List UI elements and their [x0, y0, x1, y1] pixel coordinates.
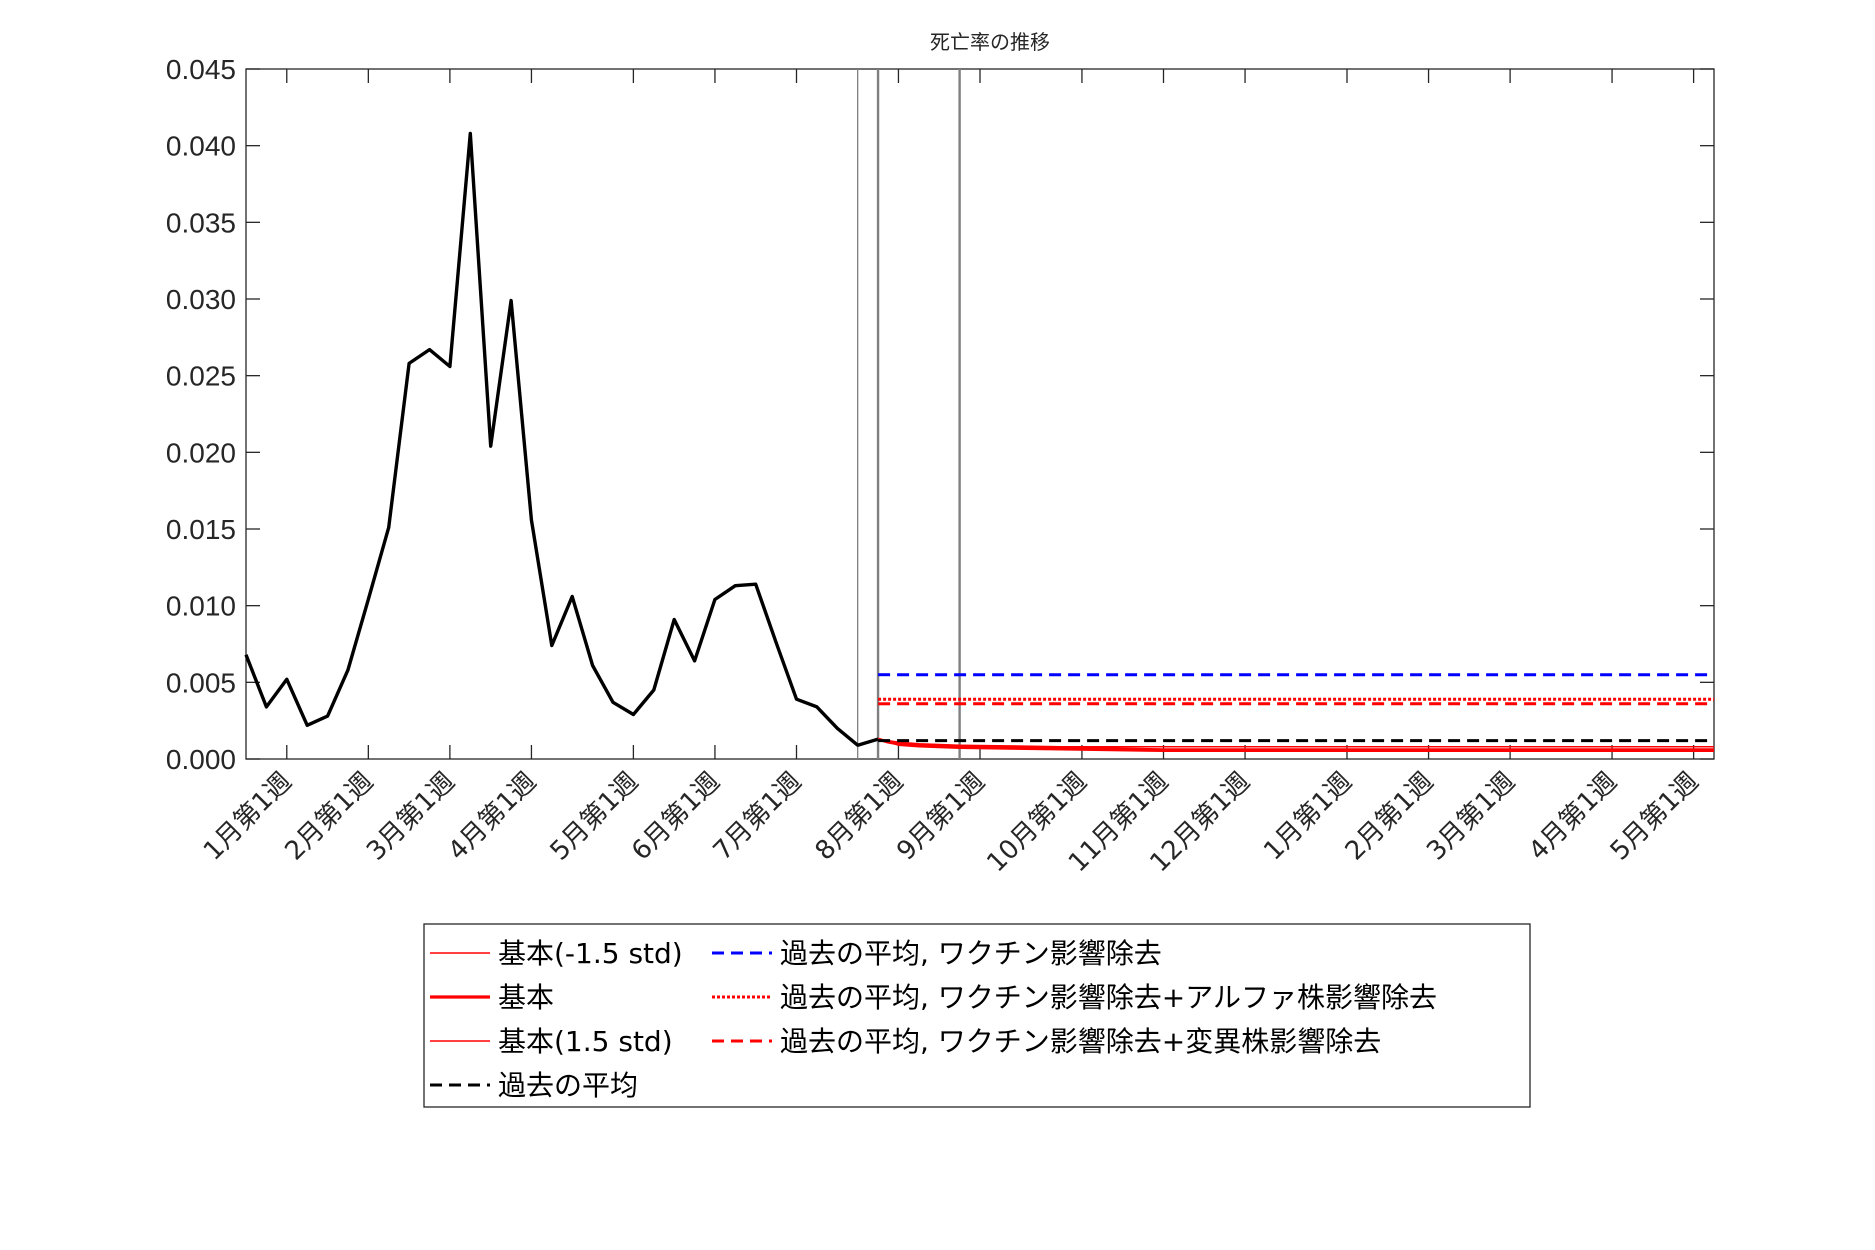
- y-tick-label: 0.000: [166, 744, 236, 775]
- x-tick-label: 3月第1週: [1421, 767, 1521, 867]
- legend-label: 基本(1.5 std): [498, 1025, 673, 1058]
- legend-label: 基本: [498, 981, 554, 1014]
- y-tick-label: 0.015: [166, 514, 236, 545]
- legend-label: 過去の平均: [498, 1069, 638, 1102]
- y-tick-label: 0.045: [166, 54, 236, 85]
- y-tick-label: 0.020: [166, 437, 236, 468]
- y-tick-label: 0.010: [166, 591, 236, 622]
- chart-title: 死亡率の推移: [930, 30, 1050, 54]
- legend-label: 基本(-1.5 std): [498, 937, 683, 970]
- legend-label: 過去の平均, ワクチン影響除去+変異株影響除去: [780, 1025, 1381, 1058]
- x-tick-label: 1月第1週: [198, 767, 298, 867]
- x-tick-label: 7月第1週: [708, 767, 808, 867]
- y-tick-label: 0.025: [166, 361, 236, 392]
- x-tick-label: 5月第1週: [545, 767, 645, 867]
- legend-box: [423, 923, 1531, 1108]
- plot-area: 0.000 0.005 0.010 0.015 0.020 0.025 0.030 0.035…: [166, 54, 1715, 878]
- x-tick-label: 2月第1週: [1340, 767, 1440, 867]
- series-line: [877, 737, 1714, 752]
- x-tick-label: 1月第1週: [1258, 767, 1358, 867]
- x-tick-label: 4月第1週: [1523, 767, 1623, 867]
- x-tick-label: 4月第1週: [443, 767, 543, 867]
- x-tick-label: 2月第1週: [280, 767, 380, 867]
- legend-label: 過去の平均, ワクチン影響除去+アルファ株影響除去: [780, 981, 1437, 1014]
- y-tick-label: 0.040: [166, 131, 236, 162]
- y-tick-label: 0.030: [166, 284, 236, 315]
- x-tick-label: 5月第1週: [1605, 767, 1705, 867]
- x-tick-label: 8月第1週: [810, 767, 910, 867]
- y-tick-label: 0.035: [166, 207, 236, 238]
- x-tick-label: 6月第1週: [626, 767, 726, 867]
- series-line: [877, 738, 1714, 748]
- legend-label: 過去の平均, ワクチン影響除去: [780, 937, 1162, 970]
- x-tick-label: 3月第1週: [361, 767, 461, 867]
- observed-series-line: [244, 131, 879, 747]
- y-tick-label: 0.005: [166, 667, 236, 698]
- x-tick-label: 9月第1週: [891, 767, 991, 867]
